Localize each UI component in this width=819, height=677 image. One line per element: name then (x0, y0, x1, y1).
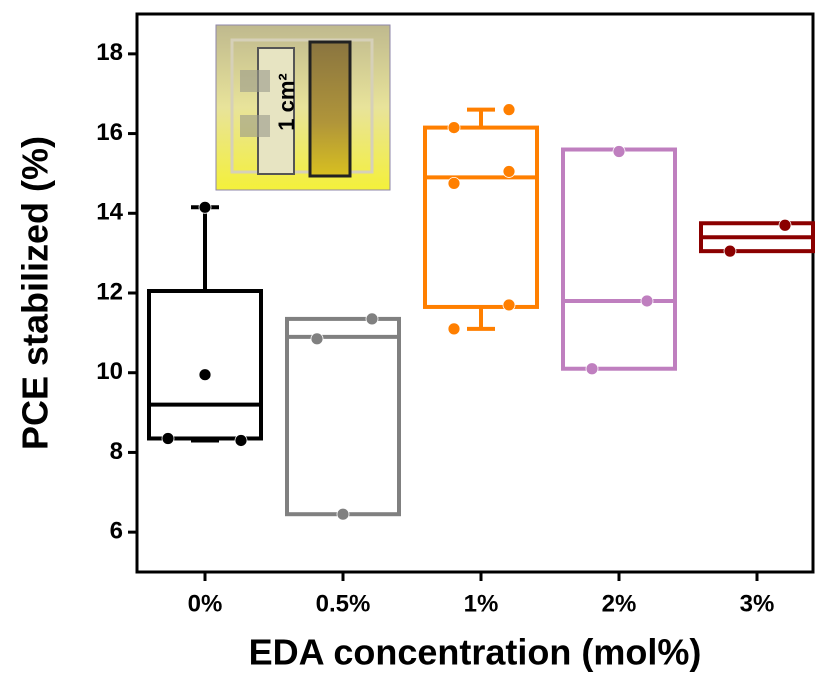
box (147, 289, 263, 441)
y-tick-label: 14 (96, 199, 123, 226)
y-tick-label: 6 (110, 517, 123, 544)
inset-photo: 1 cm² (215, 24, 391, 191)
data-point (198, 200, 212, 214)
data-point (502, 298, 516, 312)
data-point (336, 507, 350, 521)
y-tick-label: 16 (96, 119, 123, 146)
data-point (502, 103, 516, 117)
y-axis-title: PCE stabilized (%) (15, 136, 56, 450)
data-point (447, 121, 461, 134)
x-tick-label: 3% (740, 590, 775, 617)
box (285, 316, 401, 517)
data-point (640, 294, 654, 308)
data-point (585, 362, 599, 376)
inset-label: 1 cm² (274, 73, 299, 130)
y-tick-label: 18 (96, 39, 123, 66)
box (423, 125, 539, 309)
box (561, 147, 677, 371)
data-point (198, 368, 212, 382)
data-point (447, 176, 461, 190)
data-point (310, 332, 324, 346)
data-point (723, 244, 737, 258)
data-point (447, 322, 461, 336)
y-tick-label: 12 (96, 278, 123, 305)
y-tick-label: 10 (96, 358, 123, 385)
x-tick-label: 2% (602, 590, 637, 617)
data-point (234, 434, 248, 447)
x-tick-label: 1% (464, 590, 499, 617)
data-point (502, 165, 516, 178)
x-tick-label: 0% (188, 590, 223, 617)
data-point (365, 312, 379, 326)
x-axis-title: EDA concentration (mol%) (249, 632, 702, 673)
data-point (778, 218, 792, 232)
y-tick-label: 8 (110, 438, 123, 465)
data-point (612, 145, 626, 158)
x-tick-label: 0.5% (316, 590, 371, 617)
data-point (161, 432, 175, 445)
